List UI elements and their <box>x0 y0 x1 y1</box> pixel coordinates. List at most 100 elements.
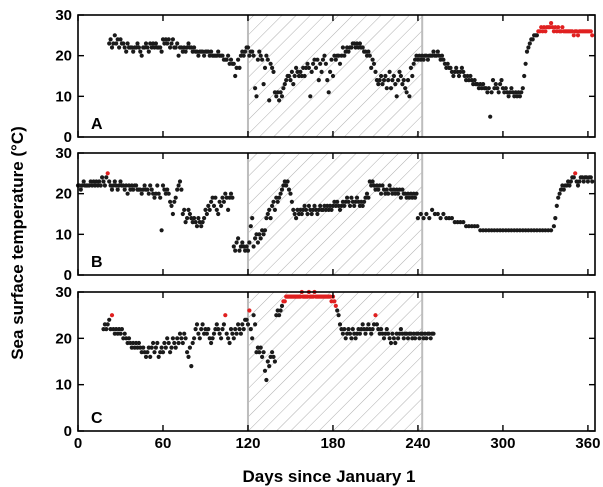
data-point-b-normal <box>366 195 371 200</box>
data-point-b-normal <box>260 228 265 233</box>
data-point-a-normal <box>247 53 252 58</box>
data-point-b-normal <box>258 236 263 241</box>
data-point-a-normal <box>373 69 378 74</box>
y-tick-label-b: 20 <box>55 186 72 203</box>
data-point-b-normal <box>243 248 248 253</box>
data-point-a-normal <box>168 45 173 50</box>
data-point-a-normal <box>435 49 440 54</box>
data-point-b-normal <box>112 179 117 184</box>
data-point-a-normal <box>143 41 149 46</box>
data-point-a-normal <box>289 69 294 74</box>
data-point-b-normal <box>250 216 255 221</box>
data-point-b-normal <box>353 199 358 204</box>
data-point-a-normal <box>394 94 399 99</box>
data-point-b-normal <box>371 183 377 188</box>
data-point-c-normal <box>278 308 283 313</box>
data-point-c-normal <box>162 340 167 346</box>
data-point-a-normal <box>397 69 402 74</box>
data-point-c-normal <box>180 340 185 346</box>
data-point-a-normal <box>288 78 293 83</box>
data-point-c-normal <box>401 336 406 341</box>
data-point-b-normal <box>380 183 385 188</box>
x-tick-label: 300 <box>490 435 515 452</box>
data-point-a-normal <box>349 45 354 50</box>
data-point-a-normal <box>153 41 158 46</box>
data-point-c-normal <box>347 331 353 336</box>
data-point-b-normal <box>336 203 341 208</box>
data-point-b-normal <box>202 216 207 221</box>
data-point-c-normal <box>431 331 436 336</box>
data-point-c-normal <box>343 336 348 341</box>
data-point-a-normal <box>340 45 345 50</box>
data-point-c-normal <box>363 331 368 336</box>
data-point-b-normal <box>291 207 296 212</box>
data-point-a-normal <box>109 45 115 50</box>
data-point-c-normal <box>163 345 168 350</box>
data-point-a-normal <box>388 86 394 91</box>
data-point-a-normal <box>503 86 508 91</box>
data-point-a-normal <box>253 86 258 91</box>
data-point-a-normal <box>190 49 195 54</box>
data-point-a-normal <box>493 82 498 87</box>
data-point-a-normal <box>278 90 283 95</box>
data-point-b-normal <box>492 228 497 233</box>
data-point-b-normal <box>101 179 106 184</box>
data-point-c-normal <box>190 340 195 346</box>
data-point-b-normal <box>305 211 310 217</box>
y-tick-label-c: 0 <box>64 423 72 440</box>
data-point-a-normal <box>391 73 396 79</box>
data-point-a-normal <box>125 41 130 46</box>
data-point-b-normal <box>585 179 591 184</box>
data-point-a-normal <box>458 69 463 74</box>
data-point-c-normal <box>393 340 398 346</box>
data-point-c-normal <box>277 313 282 318</box>
data-point-a-normal <box>114 41 119 46</box>
data-point-b-normal <box>386 191 391 196</box>
data-point-c-normal <box>175 336 180 341</box>
data-point-c-normal <box>187 345 192 350</box>
data-point-c-normal <box>253 322 258 327</box>
data-point-a-normal <box>257 49 262 54</box>
data-point-c-normal <box>362 327 367 332</box>
data-point-b-normal <box>244 244 249 249</box>
data-point-c-normal <box>405 336 411 341</box>
data-point-b-normal <box>318 203 323 208</box>
data-point-b-normal <box>193 220 198 225</box>
data-point-b-normal <box>315 211 320 217</box>
data-point-b-normal <box>337 207 343 212</box>
data-point-a-normal <box>405 78 411 83</box>
data-point-a-normal <box>275 90 280 95</box>
data-point-c-normal <box>260 354 265 359</box>
data-point-b-normal <box>98 183 103 188</box>
data-point-c-normal <box>388 340 394 346</box>
data-point-a-normal <box>108 37 113 42</box>
data-point-a-normal <box>129 45 134 50</box>
data-point-a-normal <box>403 86 408 91</box>
data-point-a-normal <box>448 65 453 70</box>
data-point-c-normal <box>138 345 143 350</box>
data-point-b-normal <box>267 207 272 212</box>
data-point-b-normal <box>179 187 184 192</box>
data-point-c-normal <box>170 336 175 341</box>
data-point-b-normal <box>199 224 204 229</box>
x-tick-label: 60 <box>155 435 172 452</box>
data-point-a-normal <box>308 94 313 99</box>
y-tick-label-c: 30 <box>55 284 72 301</box>
data-point-a-normal <box>237 65 242 70</box>
data-point-a-normal <box>498 82 503 87</box>
data-point-b-normal <box>207 207 212 212</box>
data-point-c-normal <box>267 364 272 369</box>
data-point-a-normal <box>251 53 256 58</box>
data-point-a-normal <box>441 57 446 62</box>
data-point-a-normal <box>393 82 398 87</box>
data-point-a-normal <box>517 94 523 99</box>
data-point-a-normal <box>411 61 416 66</box>
x-tick-label: 120 <box>235 435 260 452</box>
data-point-a-highlight <box>556 25 561 30</box>
data-point-a-highlight <box>575 33 581 38</box>
data-point-b-normal <box>180 211 185 217</box>
data-point-a-normal <box>139 53 144 58</box>
y-tick-label-c: 20 <box>55 330 72 347</box>
data-point-b-normal <box>396 191 401 196</box>
data-point-b-normal <box>125 191 130 196</box>
